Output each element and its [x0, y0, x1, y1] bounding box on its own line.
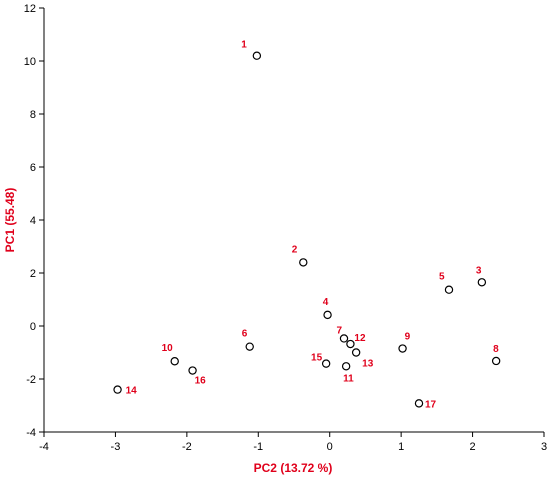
y-tick-label: 2 [30, 268, 36, 280]
x-axis-ticks: -4 -3 -2 -1 0 1 2 3 [39, 432, 547, 453]
y-tick-label: 10 [24, 56, 36, 68]
y-tick-label: 0 [30, 321, 36, 333]
x-axis-title: PC2 (13.72 %) [254, 461, 333, 475]
point-label: 13 [362, 359, 374, 370]
data-point [113, 385, 122, 394]
y-axis-ticks: -4 -2 0 2 4 6 8 10 12 [24, 3, 44, 439]
point-label: 3 [476, 265, 482, 276]
x-tick-label: -2 [182, 441, 192, 453]
point-label: 5 [439, 272, 445, 283]
point-label: 8 [493, 344, 499, 355]
data-point [414, 399, 424, 408]
x-tick-label: -1 [253, 441, 263, 453]
y-tick-label: 8 [30, 109, 36, 121]
point-label: 10 [162, 343, 174, 354]
point-label: 12 [354, 333, 366, 344]
data-point [444, 285, 454, 294]
x-tick-label: 3 [541, 441, 547, 453]
data-point [339, 334, 349, 343]
point-label: 2 [292, 244, 298, 255]
axes [43, 8, 544, 433]
data-point [188, 366, 197, 375]
y-axis-title: PC1 (55.48) [3, 188, 17, 253]
data-point [170, 357, 179, 366]
y-tick-label: -4 [26, 427, 36, 439]
y-tick-label: 6 [30, 162, 36, 174]
data-point [491, 356, 501, 366]
data-point [346, 339, 355, 349]
data-points [113, 51, 501, 408]
data-point [299, 258, 308, 267]
x-tick-label: -3 [111, 441, 121, 453]
data-point [321, 359, 331, 368]
x-tick-label: 0 [327, 441, 333, 453]
data-point [252, 51, 262, 60]
point-label: 16 [195, 376, 207, 387]
x-tick-label: 2 [470, 441, 476, 453]
data-point [341, 362, 351, 371]
x-tick-label: -4 [39, 441, 49, 453]
data-point [245, 342, 254, 351]
point-label: 7 [336, 325, 342, 336]
y-tick-label: 12 [24, 3, 36, 15]
point-label: 4 [323, 297, 329, 308]
point-label: 9 [405, 332, 411, 343]
x-tick-label: 1 [398, 441, 404, 453]
y-tick-label: 4 [30, 215, 36, 227]
data-point [477, 278, 487, 287]
point-label: 6 [242, 329, 248, 340]
data-point [351, 348, 361, 357]
point-label: 1 [241, 40, 247, 51]
point-label: 15 [311, 353, 323, 364]
data-point [323, 310, 332, 320]
data-point [398, 344, 407, 353]
y-tick-label: -2 [26, 374, 36, 386]
point-label: 11 [343, 373, 354, 384]
point-label: 17 [425, 399, 437, 410]
point-label: 14 [126, 386, 138, 397]
